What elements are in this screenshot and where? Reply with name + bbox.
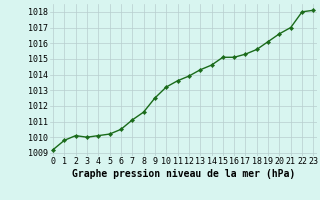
X-axis label: Graphe pression niveau de la mer (hPa): Graphe pression niveau de la mer (hPa) <box>72 169 295 179</box>
